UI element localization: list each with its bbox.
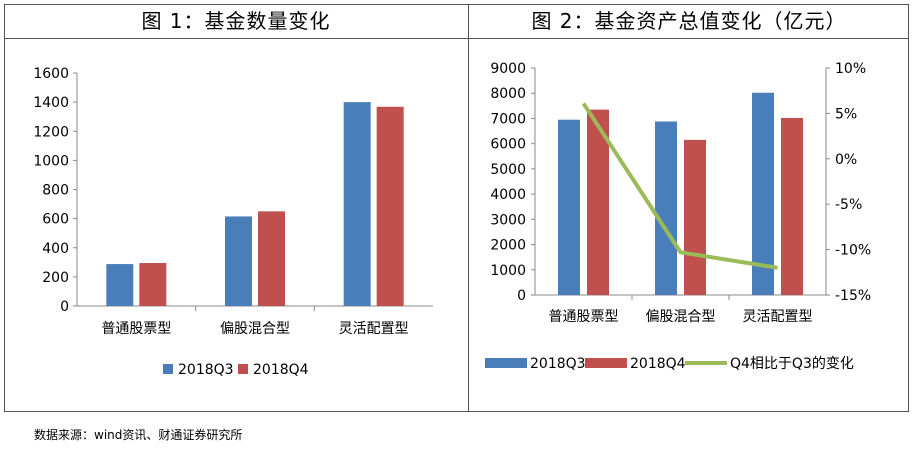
- y-tick-label: 8000: [490, 86, 526, 102]
- figure-frame: [4, 4, 909, 412]
- x-tick-label: 偏股混合型: [646, 309, 716, 325]
- legend-label-2018Q3: 2018Q3: [530, 356, 586, 372]
- y-tick-label: 7000: [490, 111, 526, 127]
- y-tick-label: 2000: [490, 238, 526, 254]
- y-tick-label: 3000: [490, 212, 526, 228]
- panel-divider: [468, 4, 469, 412]
- bar-2018Q4-0: [587, 109, 609, 295]
- bar-2018Q3-1: [225, 216, 252, 306]
- legend-label-2018Q4: 2018Q4: [253, 362, 309, 378]
- y-tick-label: 9000: [490, 61, 526, 77]
- y-tick-label: 5000: [490, 162, 526, 178]
- y2-tick-label: 5%: [835, 106, 857, 122]
- bar-2018Q4-2: [376, 106, 404, 306]
- bar-2018Q4-2: [781, 117, 803, 295]
- y-tick-label: 0: [60, 299, 69, 315]
- bar-2018Q3-0: [558, 119, 580, 295]
- source-note: 数据来源：wind资讯、财通证券研究所: [34, 428, 243, 442]
- legend-label-2018Q4: 2018Q4: [630, 356, 686, 372]
- y2-tick-label: -10%: [835, 243, 871, 259]
- legend-swatch-2018Q3: [485, 358, 527, 368]
- y-tick-label: 1200: [33, 124, 69, 140]
- bar-2018Q4-0: [139, 263, 167, 306]
- bar-2018Q3-0: [106, 264, 134, 306]
- y-tick-label: 1600: [33, 66, 69, 82]
- x-tick-label: 灵活配置型: [743, 309, 813, 325]
- bar-2018Q3-2: [343, 102, 371, 306]
- y-tick-label: 200: [42, 270, 69, 286]
- legend-label-2018Q3: 2018Q3: [178, 362, 234, 378]
- y-tick-label: 0: [517, 288, 526, 304]
- y-tick-label: 1000: [33, 153, 69, 169]
- y-tick-label: 6000: [490, 137, 526, 153]
- bar-2018Q4-1: [258, 211, 285, 306]
- bar-2018Q4-1: [684, 139, 706, 295]
- y-tick-label: 600: [42, 212, 69, 228]
- legend-swatch-2018Q3: [163, 364, 173, 374]
- line-series-change: [581, 102, 778, 270]
- header-divider: [4, 38, 909, 39]
- x-tick-label: 普通股票型: [101, 321, 171, 337]
- legend-swatch-2018Q4: [585, 358, 627, 368]
- y-tick-label: 800: [42, 183, 69, 199]
- chart2-title: 图 2：基金资产总值变化（亿元）: [531, 9, 847, 33]
- y2-tick-label: 10%: [835, 61, 866, 77]
- y2-tick-label: 0%: [835, 152, 857, 168]
- chart2-svg: 0 1000 2000 3000 4000 5000 6000 7000 8000 9000 -15…: [485, 61, 871, 372]
- bar-2018Q3-1: [655, 121, 677, 296]
- y2-tick-label: -15%: [835, 288, 871, 304]
- y2-tick-label: -5%: [835, 197, 862, 213]
- x-tick-label: 偏股混合型: [220, 321, 290, 337]
- y-tick-label: 1000: [490, 263, 526, 279]
- chart1-svg: 0 200 400 600 800 1000 1200 1400 1600 普通股票型 偏股混合型 灵…: [33, 66, 433, 378]
- legend-swatch-2018Q4: [238, 364, 248, 374]
- x-tick-label: 灵活配置型: [339, 321, 409, 337]
- x-tick-label: 普通股票型: [549, 309, 619, 325]
- legend-label-line: Q4相比于Q3的变化: [730, 356, 854, 372]
- y-tick-label: 400: [42, 241, 69, 257]
- y-tick-label: 4000: [490, 187, 526, 203]
- y-tick-label: 1400: [33, 95, 69, 111]
- chart1-title: 图 1：基金数量变化: [141, 9, 331, 33]
- bar-2018Q3-2: [752, 92, 774, 295]
